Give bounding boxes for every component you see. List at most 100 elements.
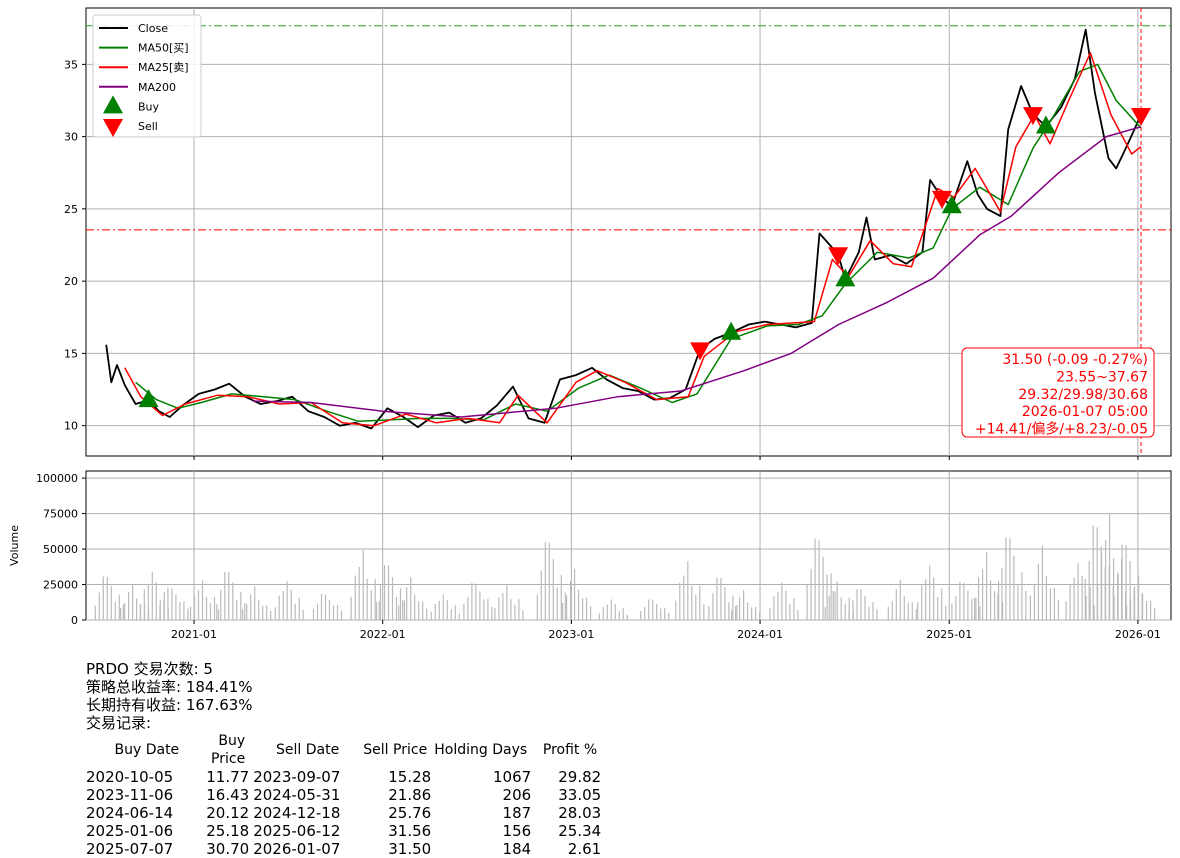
volume-bar <box>1113 595 1115 620</box>
volume-bar <box>316 603 319 620</box>
volume-bar <box>1085 596 1087 620</box>
volume-bar <box>691 585 693 620</box>
volume-bar <box>963 582 965 621</box>
volume-bar <box>510 599 512 620</box>
cell-profit: 33.05 <box>558 786 602 804</box>
volume-bar <box>1073 577 1075 620</box>
legend-label: MA200 <box>138 81 176 94</box>
volume-bar <box>217 609 220 620</box>
volume-bar <box>398 605 400 620</box>
volume-bar <box>664 608 666 620</box>
volume-bar <box>1096 527 1098 620</box>
volume-bar <box>122 604 124 620</box>
volume-bar <box>403 600 406 620</box>
volume-bar <box>755 607 757 620</box>
cell-profit: 25.34 <box>558 822 602 840</box>
volume-bar <box>814 538 816 620</box>
volume-bar <box>1126 605 1128 620</box>
x-tick-label: 2022-01 <box>360 628 406 641</box>
volume-bar <box>410 576 412 620</box>
x-tick-label: 2021-01 <box>171 628 217 641</box>
volume-bar <box>522 610 524 620</box>
volume-bar <box>175 594 177 620</box>
volume-bar <box>1154 608 1156 620</box>
table-header-row: Buy Date Buy Price Sell Date Sell Price … <box>86 732 601 768</box>
legend-label: Sell <box>138 120 158 133</box>
volume-bar <box>1057 600 1059 620</box>
cell-sell-price: 31.56 <box>388 822 432 840</box>
volume-bar <box>286 581 288 620</box>
volume-bar <box>1041 545 1043 620</box>
volume-bar <box>544 542 546 620</box>
volume-bar <box>1117 572 1119 620</box>
volume-bar <box>739 597 741 620</box>
volume-bar <box>1002 601 1004 620</box>
volume-bar <box>578 589 580 620</box>
sell-marker <box>932 190 953 209</box>
volume-bar <box>824 607 826 620</box>
volume-bar <box>163 599 165 620</box>
volume-bar <box>197 590 200 620</box>
volume-bar <box>552 559 554 620</box>
volume-bar <box>570 581 572 620</box>
buy-marker <box>721 321 742 340</box>
volume-bar <box>167 587 169 620</box>
volume-bar <box>250 594 252 620</box>
volume-bar <box>216 604 218 620</box>
volume-bar <box>703 604 705 620</box>
volume-bar <box>967 590 969 620</box>
volume-bar <box>458 613 460 620</box>
table-row: 2025-07-07 30.70 2026-01-07 31.50 184 2.… <box>86 840 601 858</box>
volume-plot-area <box>85 470 1172 621</box>
volume-bar <box>903 596 905 620</box>
volume-bar <box>699 585 701 620</box>
volume-bar <box>454 605 456 620</box>
volume-bar <box>187 608 189 620</box>
volume-bar <box>302 609 304 620</box>
price-series <box>105 28 1142 430</box>
y-tick-label: 75000 <box>43 508 78 521</box>
y-tick-label: 25000 <box>43 579 78 592</box>
cell-sell-date: 2024-12-18 <box>253 804 341 822</box>
volume-bar <box>171 588 173 620</box>
cell-holding-days: 206 <box>502 786 532 804</box>
volume-bar <box>979 606 981 620</box>
info-line: 29.32/29.98/30.68 <box>1018 387 1148 403</box>
stock-chart: 10 15 20 25 30 35 Close MA50[买] MA25[卖] MA200 Buy… <box>8 7 1172 641</box>
volume-bar <box>743 590 745 620</box>
volume-bar <box>387 565 390 620</box>
header-holding-days: Holding Days <box>434 742 528 758</box>
volume-bar <box>374 579 376 620</box>
header-buy-date: Buy Date <box>114 742 180 758</box>
volume-bar <box>773 596 775 620</box>
volume-bar <box>626 614 628 620</box>
cell-sell-date: 2026-01-07 <box>253 840 341 858</box>
cell-holding-days: 184 <box>502 840 532 858</box>
volume-bar <box>951 603 953 620</box>
volume-bar <box>487 598 489 620</box>
info-box: 31.50 (-0.09 -0.27%)23.55~37.67 29.32/29.… <box>961 347 1155 438</box>
volume-bar <box>224 571 226 620</box>
volume-bar <box>514 604 516 620</box>
volume-bar <box>483 599 485 620</box>
volume-bar <box>132 583 134 620</box>
volume-bar <box>712 593 714 620</box>
volume-bar <box>548 542 550 620</box>
x-tick-label: 2026-01 <box>1115 628 1161 641</box>
volume-bar <box>806 584 808 620</box>
volume-bar <box>844 603 846 620</box>
header-profit: Profit % <box>542 742 598 758</box>
volume-bar <box>797 610 799 620</box>
y-tick-label: 10 <box>64 420 78 433</box>
volume-bar <box>891 600 893 620</box>
volume-bar <box>732 595 734 620</box>
cell-sell-price: 31.50 <box>388 840 432 858</box>
volume-bar <box>228 572 230 620</box>
volume-bar <box>828 595 830 620</box>
volume-bar <box>660 608 662 620</box>
cell-profit: 2.61 <box>567 840 602 858</box>
volume-bars <box>94 514 1156 621</box>
volume-bar <box>830 573 832 620</box>
volume-bar <box>695 595 697 620</box>
volume-bar <box>716 577 718 620</box>
